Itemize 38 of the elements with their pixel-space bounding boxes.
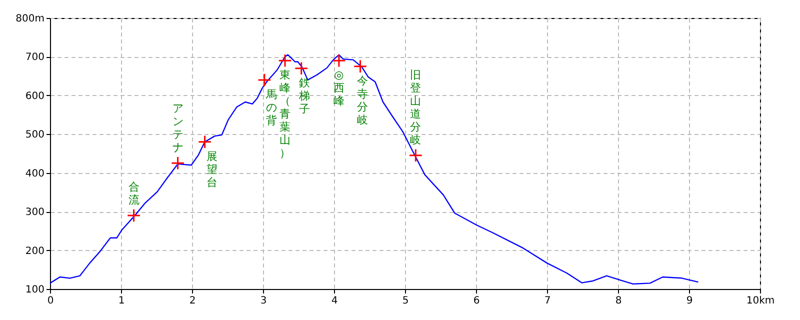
- annotation: 展望台: [206, 150, 218, 189]
- x-tick-label: 2: [189, 296, 196, 306]
- y-tick-label: 800m: [16, 14, 44, 24]
- x-tick-label: 5: [402, 296, 409, 306]
- annotation: 旧登山道分岐: [410, 68, 422, 146]
- annotation: 合流: [128, 180, 140, 206]
- x-tick-label: 7: [544, 296, 551, 306]
- point: [126, 208, 141, 222]
- annotation: 鉄梯子: [298, 76, 310, 116]
- annotation: アンテナ: [172, 102, 184, 154]
- x-tick-label: 4: [331, 296, 338, 306]
- point: [353, 60, 368, 74]
- x-tick-label: 3: [260, 296, 267, 306]
- y-tick-label: 400: [25, 168, 44, 180]
- y-tick-label: 200: [25, 246, 44, 257]
- y-tick-label: 600: [25, 90, 44, 102]
- point: [294, 61, 308, 76]
- point: [278, 54, 292, 68]
- annotation: 東峰（青葉山）: [280, 68, 291, 160]
- point: [332, 54, 346, 68]
- x-tick-label: 0: [47, 296, 54, 306]
- point: [408, 148, 423, 162]
- annotation: 今寺分岐: [356, 74, 368, 126]
- y-tick-label: 500: [25, 130, 44, 141]
- y-tick-label: 300: [25, 207, 44, 218]
- point: [198, 135, 212, 149]
- x-tick-label: 9: [686, 296, 693, 306]
- point: [258, 73, 272, 87]
- x-tick-label: 10km: [746, 296, 775, 306]
- y-tick-label: 100: [25, 284, 44, 296]
- y-tick-label: 700: [25, 52, 44, 64]
- line-series: [49, 54, 699, 285]
- annotation: ◎西峰: [333, 68, 344, 108]
- point: [170, 156, 185, 170]
- x-tick-label: 1: [118, 296, 125, 306]
- x-tick-label: 6: [473, 296, 480, 306]
- annotation: 馬の背: [264, 88, 277, 127]
- x-tick-label: 8: [615, 296, 622, 306]
